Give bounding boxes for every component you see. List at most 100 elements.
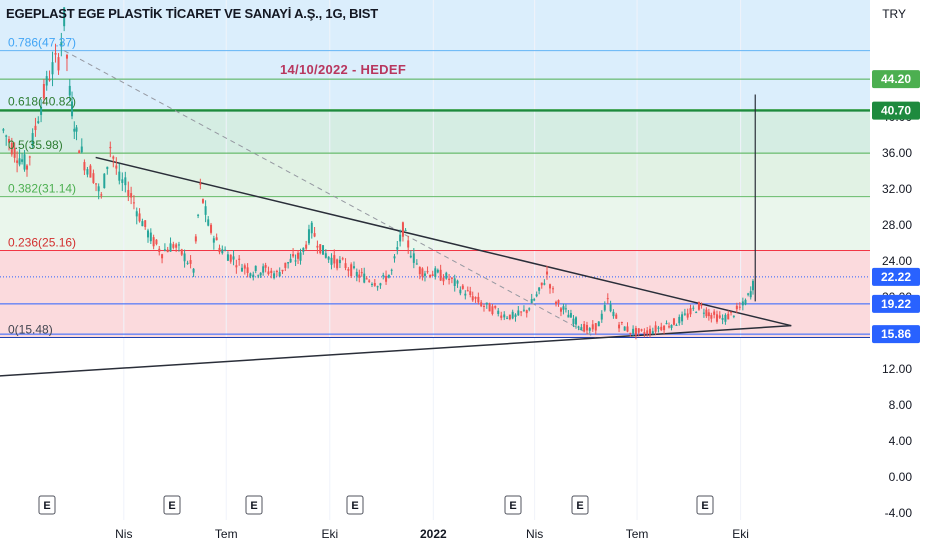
candle-body [530, 298, 533, 304]
candle-body [710, 315, 713, 319]
candle-body [649, 328, 651, 335]
price-badge-label: 44.20 [881, 72, 911, 86]
candle-body [319, 244, 322, 254]
candle-body [347, 269, 350, 271]
candle-body [612, 311, 615, 317]
earnings-marker: E [346, 495, 364, 515]
candle-body [292, 254, 295, 257]
earnings-marker: E [38, 495, 56, 515]
earnings-box [696, 495, 714, 515]
x-tick-label: Eki [732, 527, 749, 541]
candle-body [632, 328, 635, 334]
candle-body [226, 254, 229, 261]
candle-body [385, 275, 388, 282]
candle-body [287, 262, 290, 264]
candle-body [634, 327, 637, 336]
earnings-box [38, 495, 56, 515]
time-axis[interactable]: Nis Tem Eki 2022 Nis Tem Eki [115, 527, 749, 541]
candle-body [368, 280, 371, 282]
candle-body [324, 253, 327, 258]
candle-body [668, 326, 671, 328]
earnings-box [346, 495, 364, 515]
x-tick-label: Nis [115, 527, 132, 541]
candle-body [180, 249, 183, 255]
candle-body [270, 270, 273, 273]
candle-body [640, 329, 643, 331]
candle-body [344, 263, 347, 268]
candle-body [373, 283, 376, 286]
candle-body [730, 311, 733, 313]
fib-anchor-line [63, 50, 596, 338]
candle-body [404, 229, 407, 231]
candle-body [135, 211, 138, 217]
candle-body [281, 269, 284, 272]
candle-body [747, 293, 750, 295]
candle-body [229, 254, 232, 262]
candle-body [431, 274, 434, 276]
candle-body [149, 232, 152, 242]
candle-body [218, 247, 221, 253]
candle-body [569, 313, 572, 318]
candle-body [683, 313, 686, 315]
candle-body [514, 314, 517, 317]
earnings-box [504, 495, 522, 515]
candle-body [692, 307, 695, 309]
candle-body [169, 243, 172, 252]
candle-body [78, 150, 81, 154]
earnings-box [163, 495, 181, 515]
candle-body [235, 265, 238, 268]
candle-body [275, 270, 278, 273]
candle-body [352, 266, 355, 269]
y-tick-label: -4.00 [885, 506, 913, 520]
candle-body [522, 309, 525, 311]
candle-body [313, 233, 316, 237]
candle-body [307, 229, 310, 244]
candle-body [316, 245, 319, 248]
candle-body [439, 269, 442, 281]
fib-band-3 [0, 196, 870, 251]
candles [2, 7, 754, 340]
candle-body [580, 327, 583, 331]
candle-body [429, 275, 432, 278]
candle-body [464, 293, 467, 296]
candle-body [360, 272, 363, 274]
candle-body [189, 260, 192, 264]
candle-body [215, 237, 218, 241]
candle-body [132, 202, 135, 204]
candle-body [689, 308, 692, 315]
candle-body [583, 324, 586, 332]
candle-body [289, 258, 292, 263]
fib-label: 0.382(31.14) [8, 182, 76, 196]
candle-body [232, 256, 235, 260]
earnings-label: E [43, 500, 50, 512]
candle-body [695, 312, 698, 314]
candle-body [543, 283, 546, 285]
candle-body [744, 299, 747, 305]
candle-body [363, 273, 366, 283]
price-badge: 40.70 [872, 101, 920, 120]
candle-body [89, 165, 92, 178]
candle-body [552, 288, 555, 290]
candle-body [264, 265, 267, 268]
candle-body [727, 313, 730, 320]
price-badge: 19.22 [872, 294, 920, 313]
candle-body [450, 277, 453, 279]
candle-body [721, 318, 724, 320]
candle-body [330, 257, 333, 265]
candle-body [654, 325, 657, 332]
earnings-marker: E [504, 495, 522, 515]
candle-body [166, 249, 169, 253]
x-tick-label: 2022 [420, 527, 447, 541]
candle-body [535, 294, 538, 297]
candle-body [567, 314, 570, 318]
y-tick-label: 24.00 [882, 254, 912, 268]
candle-body [672, 318, 675, 325]
candle-body [646, 330, 649, 334]
earnings-box [245, 495, 263, 515]
candle-body [130, 193, 133, 198]
candle-body [506, 317, 509, 319]
candle-body [197, 214, 200, 216]
candle-body [207, 219, 210, 226]
